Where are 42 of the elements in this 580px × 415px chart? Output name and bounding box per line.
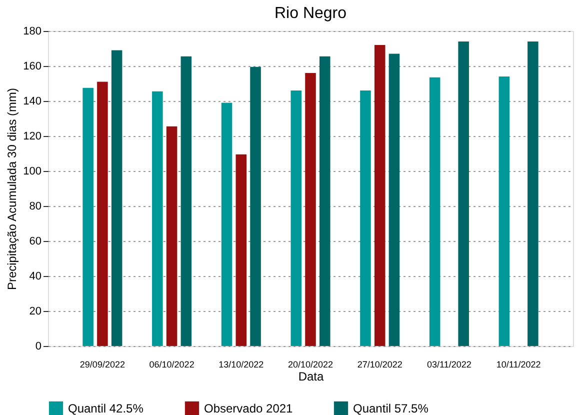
x-tick-label: 06/10/2022 <box>149 360 194 370</box>
x-tick-label: 03/11/2022 <box>427 360 472 370</box>
bar <box>290 90 302 346</box>
bar <box>236 154 247 346</box>
bar <box>388 54 400 346</box>
bar <box>166 126 178 346</box>
y-tick-label: 20 <box>29 306 42 318</box>
legend-label: Observado 2021 <box>204 401 294 415</box>
y-tick-label: 60 <box>29 236 42 248</box>
bar <box>429 77 440 346</box>
bar <box>111 50 122 346</box>
y-tick-label: 120 <box>23 130 42 142</box>
y-tick-label: 100 <box>23 166 42 178</box>
bar <box>180 56 192 346</box>
bar <box>374 45 386 346</box>
y-tick-label: 80 <box>29 200 42 212</box>
bar <box>152 91 163 346</box>
y-tick-label: 140 <box>23 96 42 108</box>
y-tick-label: 180 <box>23 26 42 38</box>
y-tick-label: 40 <box>29 270 42 282</box>
bar <box>319 56 330 346</box>
legend-label: Quantil 42.5% <box>68 401 144 415</box>
y-tick-label: 0 <box>35 340 42 352</box>
bar <box>360 90 371 346</box>
x-tick-label: 27/10/2022 <box>357 360 402 370</box>
x-axis-title: Data <box>298 370 324 384</box>
y-axis-title: Precipitação Acumulada 30 dias (mm) <box>5 88 20 290</box>
legend-label: Quantil 57.5% <box>353 401 429 415</box>
bar <box>305 73 316 346</box>
x-tick-label: 10/11/2022 <box>496 360 541 370</box>
bar <box>82 88 94 346</box>
x-tick-label: 20/10/2022 <box>288 360 334 370</box>
x-tick-label: 29/09/2022 <box>80 360 125 370</box>
chart-title: Rio Negro <box>274 5 347 22</box>
bar <box>97 82 108 346</box>
bar <box>458 42 469 346</box>
bar <box>498 76 510 346</box>
bar <box>221 102 232 346</box>
y-tick-label: 160 <box>23 60 42 72</box>
x-tick-label: 13/10/2022 <box>218 360 264 370</box>
bar <box>528 42 538 346</box>
bar <box>250 66 261 346</box>
